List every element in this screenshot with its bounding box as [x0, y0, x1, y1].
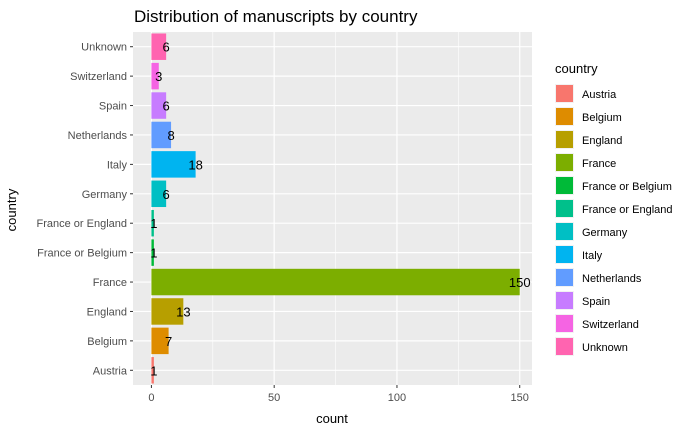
bar-austria — [151, 357, 154, 384]
legend-swatch-england — [556, 131, 573, 148]
legend-label-spain: Spain — [582, 296, 610, 308]
y-tick-label: Austria — [93, 365, 128, 377]
legend-label-germany: Germany — [582, 227, 628, 239]
bar-italy — [151, 151, 196, 178]
bar-england — [151, 298, 184, 325]
y-tick-label: Germany — [82, 189, 128, 201]
bar-spain — [151, 92, 167, 119]
y-tick-label: Belgium — [87, 336, 127, 348]
y-tick-label: Netherlands — [68, 130, 128, 142]
legend: country Austria Belgium England France Franc… — [555, 61, 673, 356]
legend-swatch-france — [556, 154, 573, 171]
legend-swatch-italy — [556, 246, 573, 263]
legend-swatch-france-or-england — [556, 200, 573, 217]
bar-label-england: 13 — [176, 304, 190, 319]
y-tick-label: Unknown — [81, 42, 127, 54]
bar-label-unknown: 6 — [163, 40, 170, 55]
bar-netherlands — [151, 121, 172, 149]
bar-label-belgium: 7 — [165, 334, 172, 349]
bar-belgium — [151, 327, 169, 355]
bar-france-or-england — [151, 209, 154, 237]
legend-label-france-or-england: France or England — [582, 204, 673, 216]
bar-label-netherlands: 8 — [167, 128, 174, 143]
x-tick-label: 100 — [388, 392, 406, 404]
legend-swatch-netherlands — [556, 269, 573, 286]
x-axis-labels: 0 50 100 150 — [148, 385, 529, 404]
plot-panel — [133, 32, 532, 385]
legend-swatch-germany — [556, 223, 573, 240]
y-tick-label: Switzerland — [70, 71, 127, 83]
legend-label-france-or-belgium: France or Belgium — [582, 181, 672, 193]
legend-swatch-spain — [556, 292, 573, 309]
legend-swatch-unknown — [556, 338, 573, 355]
x-tick-label: 50 — [268, 392, 280, 404]
legend-label-netherlands: Netherlands — [582, 273, 642, 285]
bar-label-france: 150 — [509, 275, 531, 290]
y-axis-title: country — [4, 188, 19, 231]
legend-label-france: France — [582, 158, 616, 170]
legend-label-england: England — [582, 135, 622, 147]
y-tick-label: France — [93, 277, 127, 289]
bar-label-germany: 6 — [163, 187, 170, 202]
bar-switzerland — [151, 62, 159, 90]
y-tick-label: Italy — [107, 159, 128, 171]
legend-swatch-belgium — [556, 108, 573, 125]
legend-label-belgium: Belgium — [582, 112, 622, 124]
bar-france-or-belgium — [151, 239, 154, 266]
bar-france — [151, 268, 520, 296]
legend-swatch-switzerland — [556, 315, 573, 332]
legend-title: country — [555, 61, 598, 76]
legend-label-austria: Austria — [582, 89, 617, 101]
bar-label-france-or-belgium: 1 — [150, 246, 157, 261]
bar-label-spain: 6 — [163, 99, 170, 114]
chart-title: Distribution of manuscripts by country — [134, 7, 418, 26]
legend-swatch-france-or-belgium — [556, 177, 573, 194]
x-axis-title: count — [316, 411, 348, 426]
bar-label-france-or-england: 1 — [150, 216, 157, 231]
panel-background — [133, 32, 532, 385]
bar-unknown — [151, 33, 167, 60]
legend-label-switzerland: Switzerland — [582, 319, 639, 331]
y-tick-label: France or England — [37, 218, 128, 230]
y-tick-label: England — [87, 306, 127, 318]
bar-label-austria: 1 — [150, 363, 157, 378]
y-tick-label: Spain — [99, 101, 127, 113]
legend-swatch-austria — [556, 85, 573, 102]
x-tick-label: 150 — [511, 392, 529, 404]
y-tick-label: France or Belgium — [37, 248, 127, 260]
legend-label-italy: Italy — [582, 250, 603, 262]
legend-label-unknown: Unknown — [582, 342, 628, 354]
y-axis-labels: Austria Belgium England France France or Bel… — [37, 42, 133, 377]
bar-label-italy: 18 — [188, 157, 202, 172]
x-tick-label: 0 — [148, 392, 154, 404]
bar-label-switzerland: 3 — [155, 69, 162, 84]
bar-germany — [151, 180, 167, 208]
